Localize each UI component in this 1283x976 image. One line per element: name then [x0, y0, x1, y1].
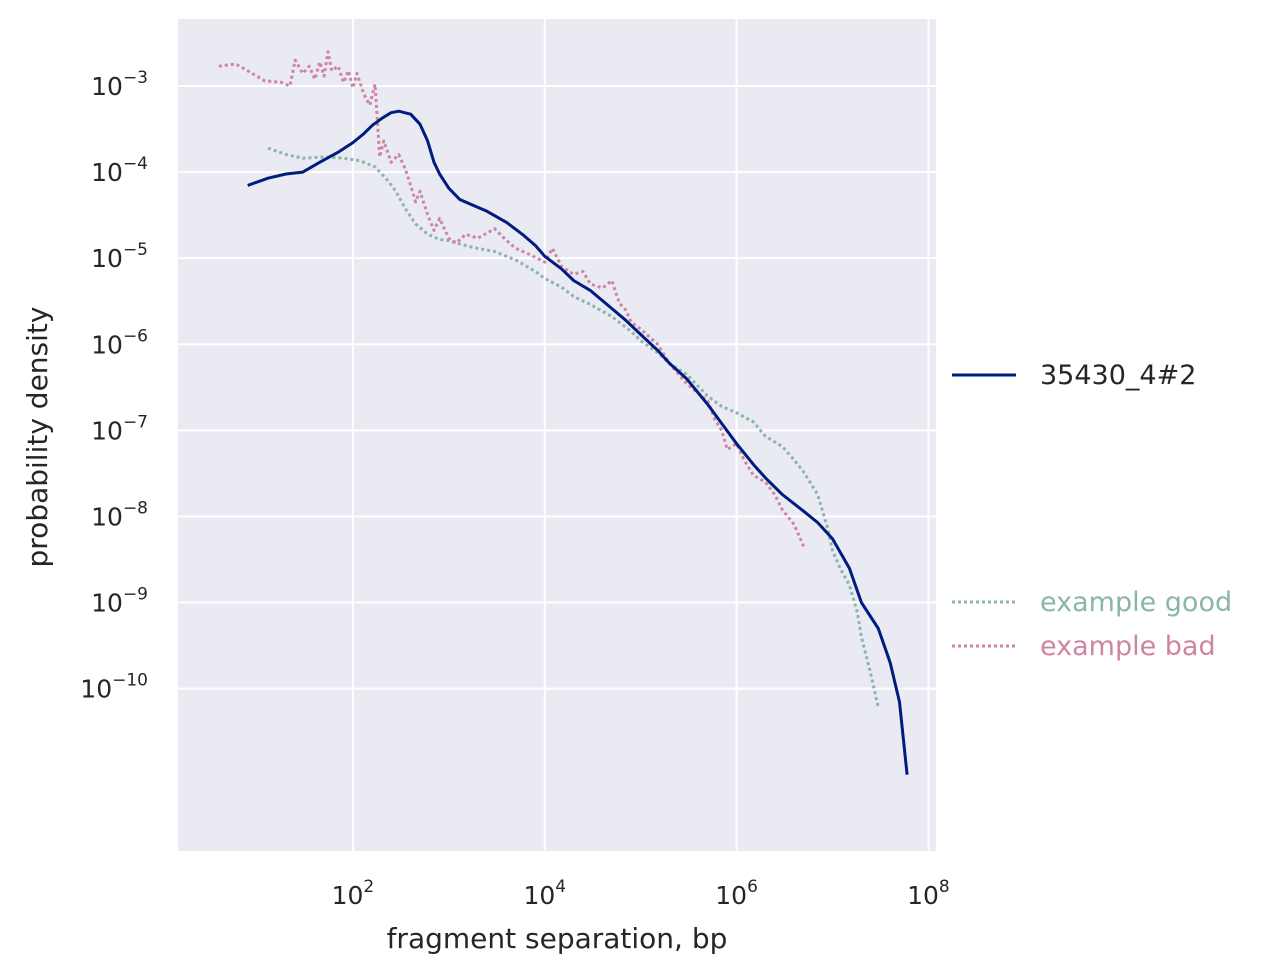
- y-tick-label: 10−10: [80, 671, 148, 704]
- series-line-0: [247, 109, 909, 775]
- x-tick-label: 106: [715, 877, 758, 910]
- y-tick-label: 10−8: [91, 498, 148, 531]
- y-axis-label: probability density: [21, 307, 54, 568]
- y-axis-ticks: 10−3 10−4 10−5 10−6 10−7 10−8 10−9 10−10: [80, 68, 148, 704]
- x-axis-ticks: 102 104 106 108: [332, 877, 950, 910]
- x-axis-label: fragment separation, bp: [387, 922, 728, 955]
- y-tick-label: 10−4: [91, 154, 148, 187]
- x-tick-label: 104: [523, 877, 566, 910]
- legend-label: example bad: [1040, 631, 1216, 662]
- y-tick-label: 10−9: [91, 585, 148, 618]
- y-tick-label: 10−6: [91, 326, 148, 359]
- plot-area: [178, 19, 936, 851]
- y-tick-label: 10−5: [91, 240, 148, 273]
- y-tick-label: 10−3: [91, 68, 148, 101]
- legend-label: 35430_4#2: [1040, 360, 1196, 391]
- x-tick-label: 108: [907, 877, 950, 910]
- series-line-1: [267, 146, 880, 709]
- x-tick-label: 102: [332, 877, 375, 910]
- series-line-2: [218, 50, 805, 547]
- series-lines: [218, 50, 909, 775]
- y-tick-label: 10−7: [91, 412, 148, 445]
- legend-label: example good: [1040, 587, 1232, 618]
